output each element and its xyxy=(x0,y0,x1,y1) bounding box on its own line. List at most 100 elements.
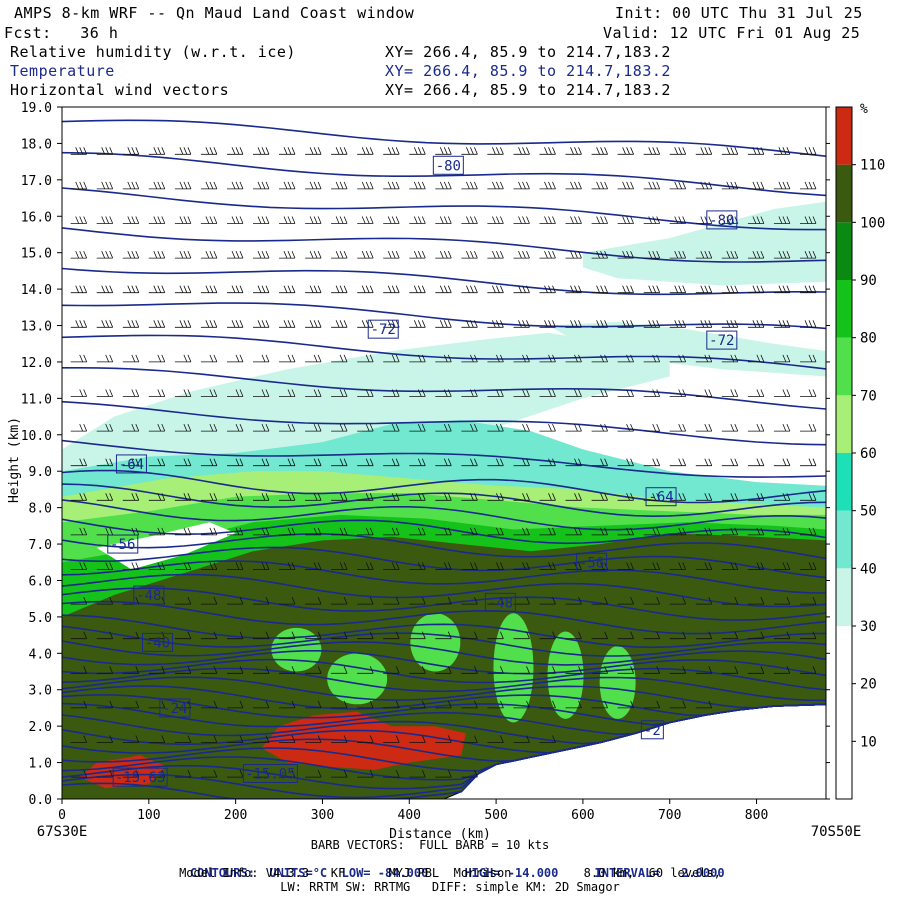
wind-barb xyxy=(383,216,400,224)
wind-barb xyxy=(461,562,478,570)
contour-label-group: -64 xyxy=(115,454,147,474)
wind-barb xyxy=(513,389,530,397)
wind-barb xyxy=(227,596,244,605)
colorbar-bin xyxy=(836,164,852,223)
wind-barb xyxy=(409,285,426,294)
wind-barb xyxy=(227,320,244,328)
wind-barb xyxy=(409,181,426,190)
wind-barb xyxy=(331,389,348,397)
contour-interval: INTERVAL= 2.0000 xyxy=(594,866,725,880)
contour-label: -72 xyxy=(709,333,734,349)
wind-barb xyxy=(773,666,791,674)
wind-barb xyxy=(669,423,687,432)
wind-barb xyxy=(461,769,478,778)
wind-barb xyxy=(122,700,140,709)
wind-barb xyxy=(305,666,322,674)
rh-pocket-5 xyxy=(410,613,461,672)
wind-barb xyxy=(435,527,452,536)
wind-barb xyxy=(800,285,817,294)
wind-barb xyxy=(70,735,88,743)
wind-barb xyxy=(253,320,270,328)
wind-barb xyxy=(643,354,661,363)
wind-barb xyxy=(800,354,817,363)
wind-barb xyxy=(253,493,270,501)
wind-barb xyxy=(174,458,192,467)
wind-barb xyxy=(409,458,426,467)
colorbar-bin xyxy=(836,222,852,280)
wind-barb xyxy=(122,181,140,190)
colorbar-label: 60 xyxy=(860,446,877,462)
wind-barb xyxy=(487,527,504,536)
barb-legend: BARB VECTORS: FULL BARB = 10 kts xyxy=(310,838,550,852)
wind-barb xyxy=(305,181,322,190)
field-xy-rh: XY= 266.4, 85.9 to 214.7,183.2 xyxy=(385,43,671,61)
wind-barb xyxy=(461,181,478,190)
wind-barb xyxy=(800,527,817,536)
contour-label: -40 xyxy=(145,635,170,651)
x-axis-label: Distance (km) xyxy=(389,827,491,840)
wind-barb xyxy=(174,666,192,674)
wind-barb xyxy=(643,700,661,709)
wind-barb xyxy=(669,666,687,674)
contour-label-box xyxy=(242,764,298,784)
wind-barb xyxy=(305,216,322,224)
y-tick-label: 0.0 xyxy=(29,793,52,808)
wind-barb xyxy=(461,527,478,536)
wind-barb xyxy=(331,493,348,501)
wind-barb xyxy=(513,666,530,674)
temperature-contour-line xyxy=(62,483,826,518)
wind-barb xyxy=(513,700,530,709)
wind-barb xyxy=(695,458,713,467)
temperature-contour-line xyxy=(62,600,826,635)
wind-barb xyxy=(253,562,270,570)
wind-barb xyxy=(96,354,114,363)
wind-barb xyxy=(487,458,504,467)
wind-barb xyxy=(331,527,348,536)
contour-label-box xyxy=(115,454,147,474)
wind-barb xyxy=(96,389,114,397)
wind-barb xyxy=(409,250,426,259)
wind-barb xyxy=(279,700,296,709)
contour-label: -24 xyxy=(162,701,187,717)
colorbar-label: 80 xyxy=(860,331,877,347)
wind-barb xyxy=(227,700,244,709)
wind-barb xyxy=(70,354,88,363)
wind-barb xyxy=(409,700,426,709)
wind-barb xyxy=(565,320,582,328)
wind-barb xyxy=(669,250,687,259)
temperature-contours xyxy=(62,119,826,799)
wind-barb xyxy=(747,562,765,570)
wind-barb xyxy=(279,389,296,397)
wind-barb xyxy=(617,458,634,467)
wind-barb xyxy=(253,458,270,467)
wind-barb xyxy=(122,147,140,155)
wind-barb xyxy=(617,216,634,224)
wind-barb xyxy=(747,354,765,363)
wind-barb xyxy=(331,285,348,294)
wind-barb xyxy=(721,666,739,674)
wind-barb xyxy=(227,527,244,536)
wind-barb xyxy=(96,181,114,190)
wind-barb xyxy=(122,250,140,259)
wind-barb xyxy=(539,735,556,743)
wind-barb xyxy=(70,216,88,224)
wind-barb xyxy=(643,631,661,640)
wind-barb xyxy=(461,285,478,294)
wind-barb xyxy=(435,423,452,432)
wind-barb xyxy=(200,666,218,674)
wind-barb xyxy=(487,389,504,397)
wind-barb xyxy=(305,320,322,328)
wind-barb xyxy=(695,423,713,432)
wind-barb xyxy=(539,389,556,397)
wind-barb xyxy=(174,389,192,397)
wind-barb xyxy=(721,216,739,224)
wind-barb xyxy=(70,250,88,259)
colorbar-label: 90 xyxy=(860,273,877,289)
wind-barb xyxy=(122,666,140,674)
contour-label: -15.05 xyxy=(245,767,296,783)
wind-barb xyxy=(643,216,661,224)
wind-barb xyxy=(357,631,374,640)
wind-barb xyxy=(487,596,504,605)
wind-barb xyxy=(565,389,582,397)
wind-barb xyxy=(331,320,348,328)
